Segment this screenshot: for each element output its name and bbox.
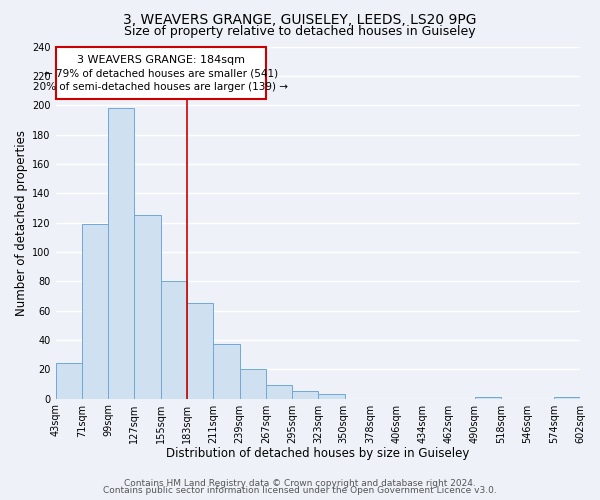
Bar — [239, 370, 266, 398]
Text: 20% of semi-detached houses are larger (139) →: 20% of semi-detached houses are larger (… — [33, 82, 288, 92]
X-axis label: Distribution of detached houses by size in Guiseley: Distribution of detached houses by size … — [166, 447, 470, 460]
Bar — [82, 224, 108, 398]
Bar — [187, 303, 213, 398]
Bar — [108, 108, 134, 399]
Y-axis label: Number of detached properties: Number of detached properties — [15, 130, 28, 316]
Bar — [318, 394, 344, 398]
Bar — [292, 392, 318, 398]
Bar — [56, 46, 266, 100]
Bar — [134, 215, 161, 398]
Text: 3, WEAVERS GRANGE, GUISELEY, LEEDS, LS20 9PG: 3, WEAVERS GRANGE, GUISELEY, LEEDS, LS20… — [123, 12, 477, 26]
Text: Contains HM Land Registry data © Crown copyright and database right 2024.: Contains HM Land Registry data © Crown c… — [124, 478, 476, 488]
Text: Contains public sector information licensed under the Open Government Licence v3: Contains public sector information licen… — [103, 486, 497, 495]
Bar — [266, 386, 292, 398]
Text: Size of property relative to detached houses in Guiseley: Size of property relative to detached ho… — [124, 25, 476, 38]
Bar — [475, 397, 501, 398]
Text: ← 79% of detached houses are smaller (541): ← 79% of detached houses are smaller (54… — [44, 68, 278, 78]
Bar — [213, 344, 239, 399]
Bar — [56, 364, 82, 398]
Bar — [161, 281, 187, 398]
Bar — [554, 397, 580, 398]
Text: 3 WEAVERS GRANGE: 184sqm: 3 WEAVERS GRANGE: 184sqm — [77, 56, 245, 66]
